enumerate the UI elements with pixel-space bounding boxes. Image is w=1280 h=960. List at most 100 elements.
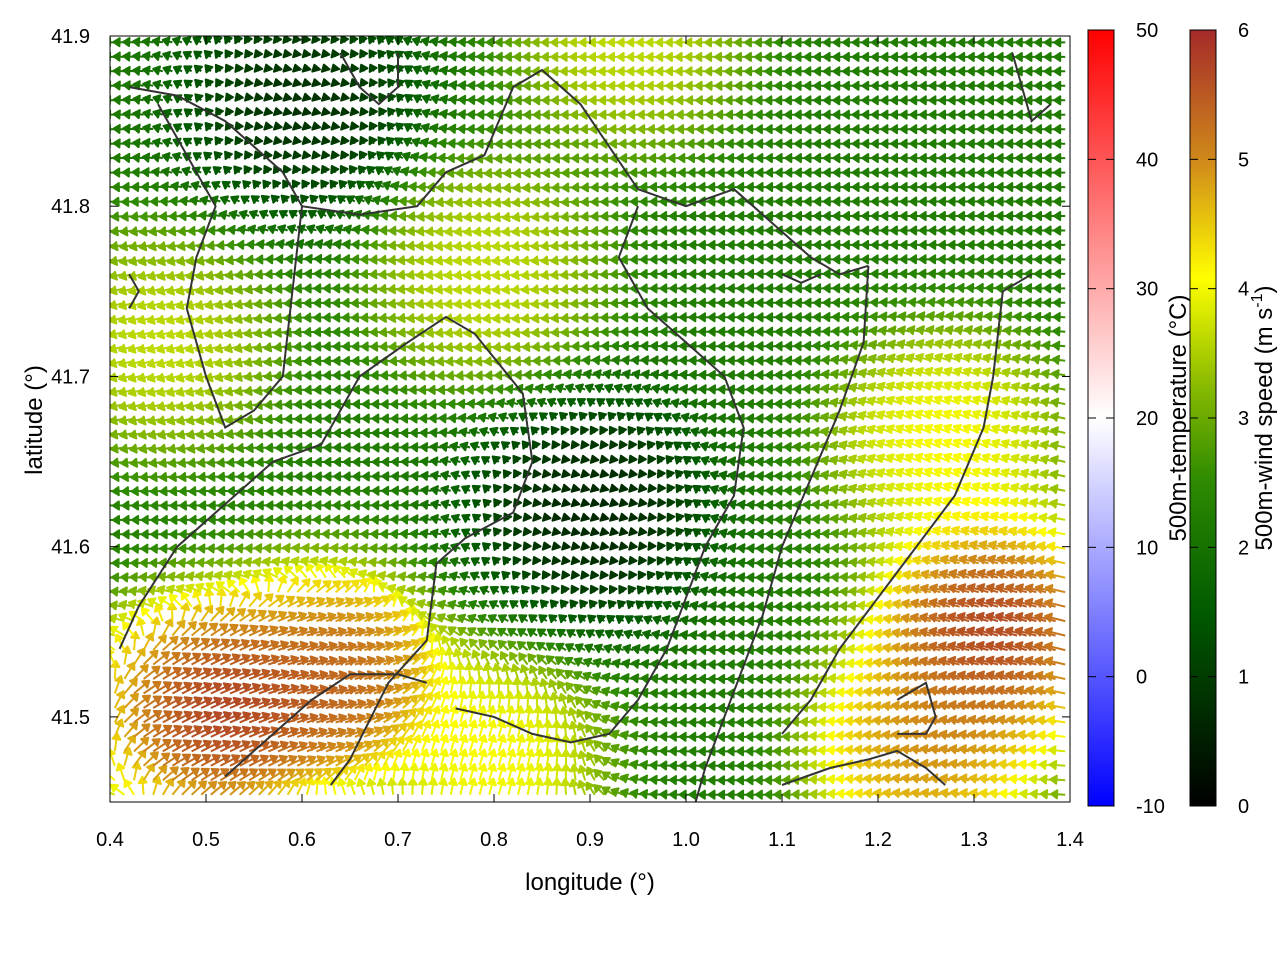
wind-vector [142,763,155,781]
wind-vector [490,650,500,665]
wind-vector [986,700,1008,710]
wind-vector [501,663,512,680]
wind-vector [957,685,980,696]
wind-vector [267,768,287,782]
wind-vector [601,672,615,683]
wind-vector [468,719,478,738]
wind-vector [524,777,535,796]
wind-vector [191,767,210,782]
wind-vector [975,641,999,652]
wind-vector [631,658,643,669]
wind-vector [344,754,362,767]
wind-vector [458,719,469,738]
wind-vector [477,627,490,637]
wind-vector [985,626,1008,637]
wind-vector [387,777,397,795]
wind-vector [938,729,960,740]
wind-vector [957,670,980,681]
wind-vector [576,708,587,723]
wind-vector [171,710,193,724]
wind-vector [363,739,382,753]
wind-vector [1006,700,1028,710]
wind-vector [171,753,192,767]
wind-vector [181,681,203,695]
wind-vector [900,715,922,726]
wind-vector [559,706,570,723]
wind-vector [585,629,596,639]
wind-vector [376,777,387,795]
wind-vector [181,767,200,782]
wind-vector [543,777,553,795]
wind-vector [532,691,542,709]
wind-vector [419,762,429,781]
wind-vector [487,734,498,752]
wind-vector [611,673,624,683]
wind-vector [966,685,989,696]
wind-vector [601,714,615,724]
wind-vector [287,755,307,767]
wind-vector [277,669,300,680]
wind-vector [401,734,413,752]
wind-vector [468,734,478,752]
wind-vector [485,690,496,709]
wind-vector [277,640,299,652]
wind-vector [248,639,270,652]
wind-vector [948,700,970,711]
wind-vector [593,784,606,796]
wind-vector [142,738,161,753]
wind-vector [534,734,545,752]
wind-vector [219,623,239,637]
wind-vector [238,780,256,796]
wind-vector [219,668,242,680]
wind-vector [468,638,481,651]
wind-vector [258,768,277,782]
wind-vector [438,625,452,637]
wind-vector [382,749,394,767]
wind-vector [171,619,186,637]
wind-vector [536,654,548,666]
wind-vector [277,698,300,709]
wind-vector [928,671,951,681]
wind-vector [229,624,249,637]
wind-vector [433,633,444,651]
wind-vector [152,666,172,680]
wind-vector [200,682,223,695]
wind-vector [1044,656,1066,667]
wind-vector [660,629,672,640]
wind-vector [421,677,434,695]
wind-vector [267,754,288,767]
wind-vector [552,748,563,766]
wind-vector [958,729,979,740]
wind-vector [258,683,281,695]
wind-vector [417,777,428,795]
wind-vector [162,766,179,782]
wind-vector [476,690,487,709]
wind-vector [558,692,568,709]
wind-vector [956,655,980,666]
wind-vector [219,653,241,666]
wind-vector [133,664,149,680]
wind-vector-layer [110,36,1066,800]
wind-vector [229,740,251,753]
wind-vector [402,681,420,695]
wind-vector [171,652,192,666]
wind-vector [525,748,535,767]
wind-vector [181,725,203,738]
wind-vector [919,656,941,667]
wind-vector [430,691,442,709]
wind-vector [552,763,563,781]
wind-vector [411,666,428,680]
wind-vector [220,682,242,695]
wind-vector [910,715,931,726]
wind-vector [496,777,507,796]
wind-vector [181,779,197,796]
wind-vector [601,700,615,711]
wind-vector [191,696,213,709]
wind-vector [110,625,125,637]
wind-vector [521,677,532,694]
wind-vector [560,763,571,781]
wind-vector [919,641,941,652]
wind-vector [529,599,539,609]
wind-vector [449,734,459,752]
wind-vector [603,643,615,654]
